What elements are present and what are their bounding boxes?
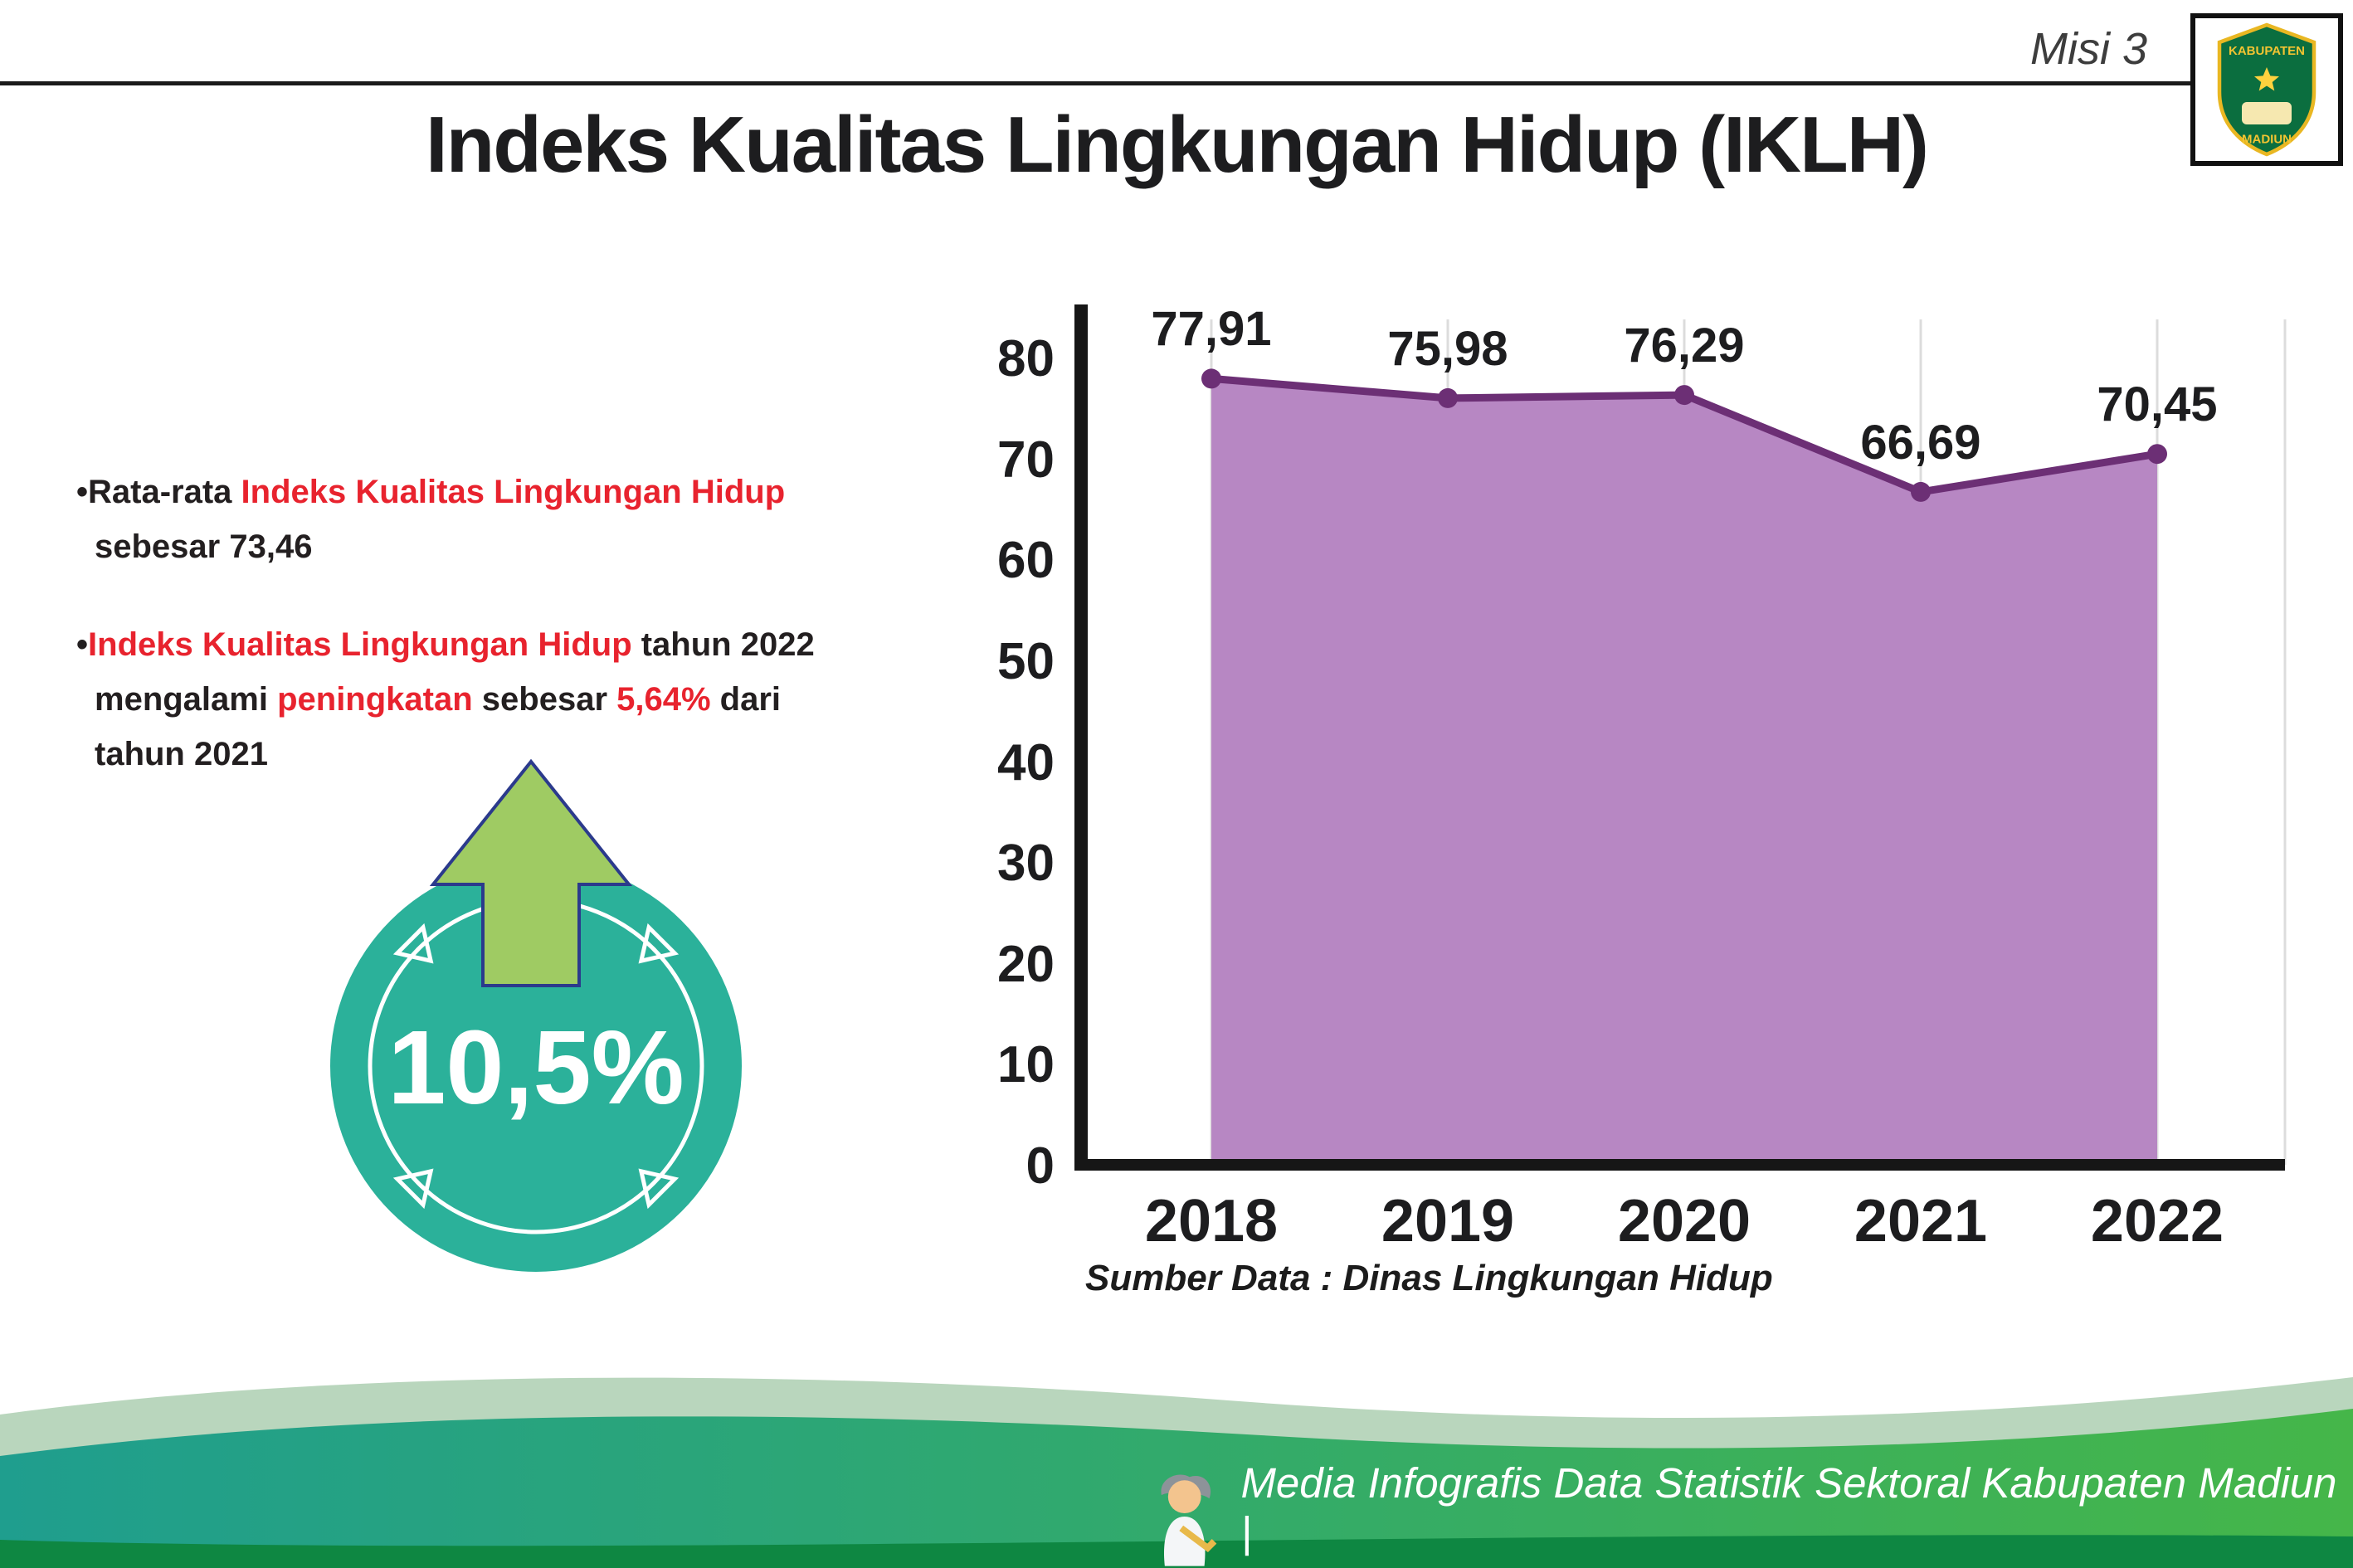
footer-credit: Media Infografis Data Statistik Sektoral…: [1145, 1458, 2353, 1568]
chart-point: [1911, 481, 1931, 502]
bullet-text-highlight: peningkatan: [277, 681, 473, 718]
chart-point: [2147, 444, 2167, 465]
bullet-average-iklh: •Rata-rata Indeks Kualitas Lingkungan Hi…: [76, 465, 981, 574]
footer-credit-text: Media Infografis Data Statistik Sektoral…: [1240, 1459, 2337, 1556]
chart-point: [1438, 387, 1458, 408]
summary-bullets: •Rata-rata Indeks Kualitas Lingkungan Hi…: [76, 465, 981, 825]
chart-value-label: 77,91: [1151, 302, 1271, 356]
logo-text-kabupaten: KABUPATEN: [2229, 44, 2305, 58]
bullet-text: sebesar 73,46: [95, 528, 313, 565]
bullet-text-highlight: Indeks Kualitas Lingkungan Hidup: [241, 474, 786, 510]
mascot-icon: [1161, 1474, 1217, 1566]
bullet-text: sebesar: [472, 681, 617, 718]
bullet-line: tahun 2021: [76, 727, 981, 782]
data-source-caption: Sumber Data : Dinas Lingkungan Hidup: [1085, 1258, 1773, 1298]
iklh-area-chart: 77,91 75,98 76,29 66,69 70,45 0 10 20 30 40 50 60 70…: [997, 302, 2287, 1254]
mascot-pencil: [1179, 1525, 1217, 1553]
chart-y-tick-label: 80: [997, 330, 1055, 387]
ring-tick-icon: [638, 923, 680, 964]
up-arrow-icon: [429, 758, 633, 987]
logo-text-madiun: MADIUN: [2242, 133, 2292, 147]
chart-value-label: 75,98: [1387, 322, 1508, 376]
ring-tick-icon: [638, 1168, 680, 1210]
chart-area: [1211, 378, 2157, 1165]
chart-x-label: 2022: [2091, 1188, 2224, 1254]
chart-value-label: 66,69: [1860, 416, 1980, 470]
chart-x-label: 2018: [1145, 1188, 1278, 1254]
chart-y-tick-label: 40: [997, 734, 1055, 791]
chart-x-label: 2019: [1381, 1188, 1514, 1254]
chart-point: [1201, 368, 1221, 389]
bullet-marker: •: [76, 626, 89, 663]
badge-percentage: 10,5%: [387, 1009, 684, 1126]
star-icon: [2254, 67, 2279, 91]
shield-logo-icon: KABUPATEN MADIUN: [2217, 22, 2316, 157]
mascot-face: [1167, 1480, 1201, 1514]
bullet-text: tahun 2022: [631, 626, 815, 663]
bullet-text: tahun 2021: [95, 736, 268, 772]
chart-y-tick-label: 70: [997, 431, 1055, 489]
bullet-line: sebesar 73,46: [76, 519, 981, 574]
chart-y-tick-label: 10: [997, 1036, 1055, 1093]
header-divider: [0, 81, 2195, 85]
badge-ring-ticks: [392, 923, 680, 1210]
bullet-increase-2022: •Indeks Kualitas Lingkungan Hidup tahun …: [76, 617, 981, 782]
bullet-text: dari: [710, 681, 782, 718]
chart-y-tick-label: 60: [997, 532, 1055, 589]
page-title: Indeks Kualitas Lingkungan Hidup (IKLH): [425, 100, 1929, 189]
chart-x-label: 2021: [1854, 1188, 1987, 1254]
bullet-line: •Indeks Kualitas Lingkungan Hidup tahun …: [76, 617, 981, 672]
bullet-text-highlight: 5,64%: [616, 681, 711, 718]
bullet-marker: •: [76, 474, 89, 510]
chart-y-tick-label: 20: [997, 936, 1055, 993]
increase-badge: 10,5%: [330, 758, 742, 1272]
bullet-text-highlight: Indeks Kualitas Lingkungan Hidup: [88, 626, 632, 663]
bullet-line: •Rata-rata Indeks Kualitas Lingkungan Hi…: [76, 465, 981, 519]
kabupaten-madiun-logo: KABUPATEN MADIUN: [2190, 13, 2343, 166]
logo-banner: [2242, 102, 2292, 124]
chart-value-label: 70,45: [2097, 377, 2217, 431]
bullet-text: mengalami: [95, 681, 278, 718]
bullet-line: mengalami peningkatan sebesar 5,64% dari: [76, 672, 981, 727]
ring-tick-icon: [392, 923, 434, 964]
misi-label: Misi 3: [2029, 24, 2147, 74]
chart-y-tick-label: 50: [997, 633, 1055, 690]
chart-y-tick-label: 30: [997, 835, 1055, 892]
ring-tick-icon: [392, 1168, 434, 1210]
mascot-body: [1163, 1517, 1206, 1566]
chart-point: [1674, 385, 1694, 406]
chart-x-label: 2020: [1618, 1188, 1751, 1254]
chart-value-label: 76,29: [1624, 319, 1744, 373]
bullet-text: Rata-rata: [88, 474, 241, 510]
chart-y-tick-label: 0: [1026, 1137, 1055, 1195]
